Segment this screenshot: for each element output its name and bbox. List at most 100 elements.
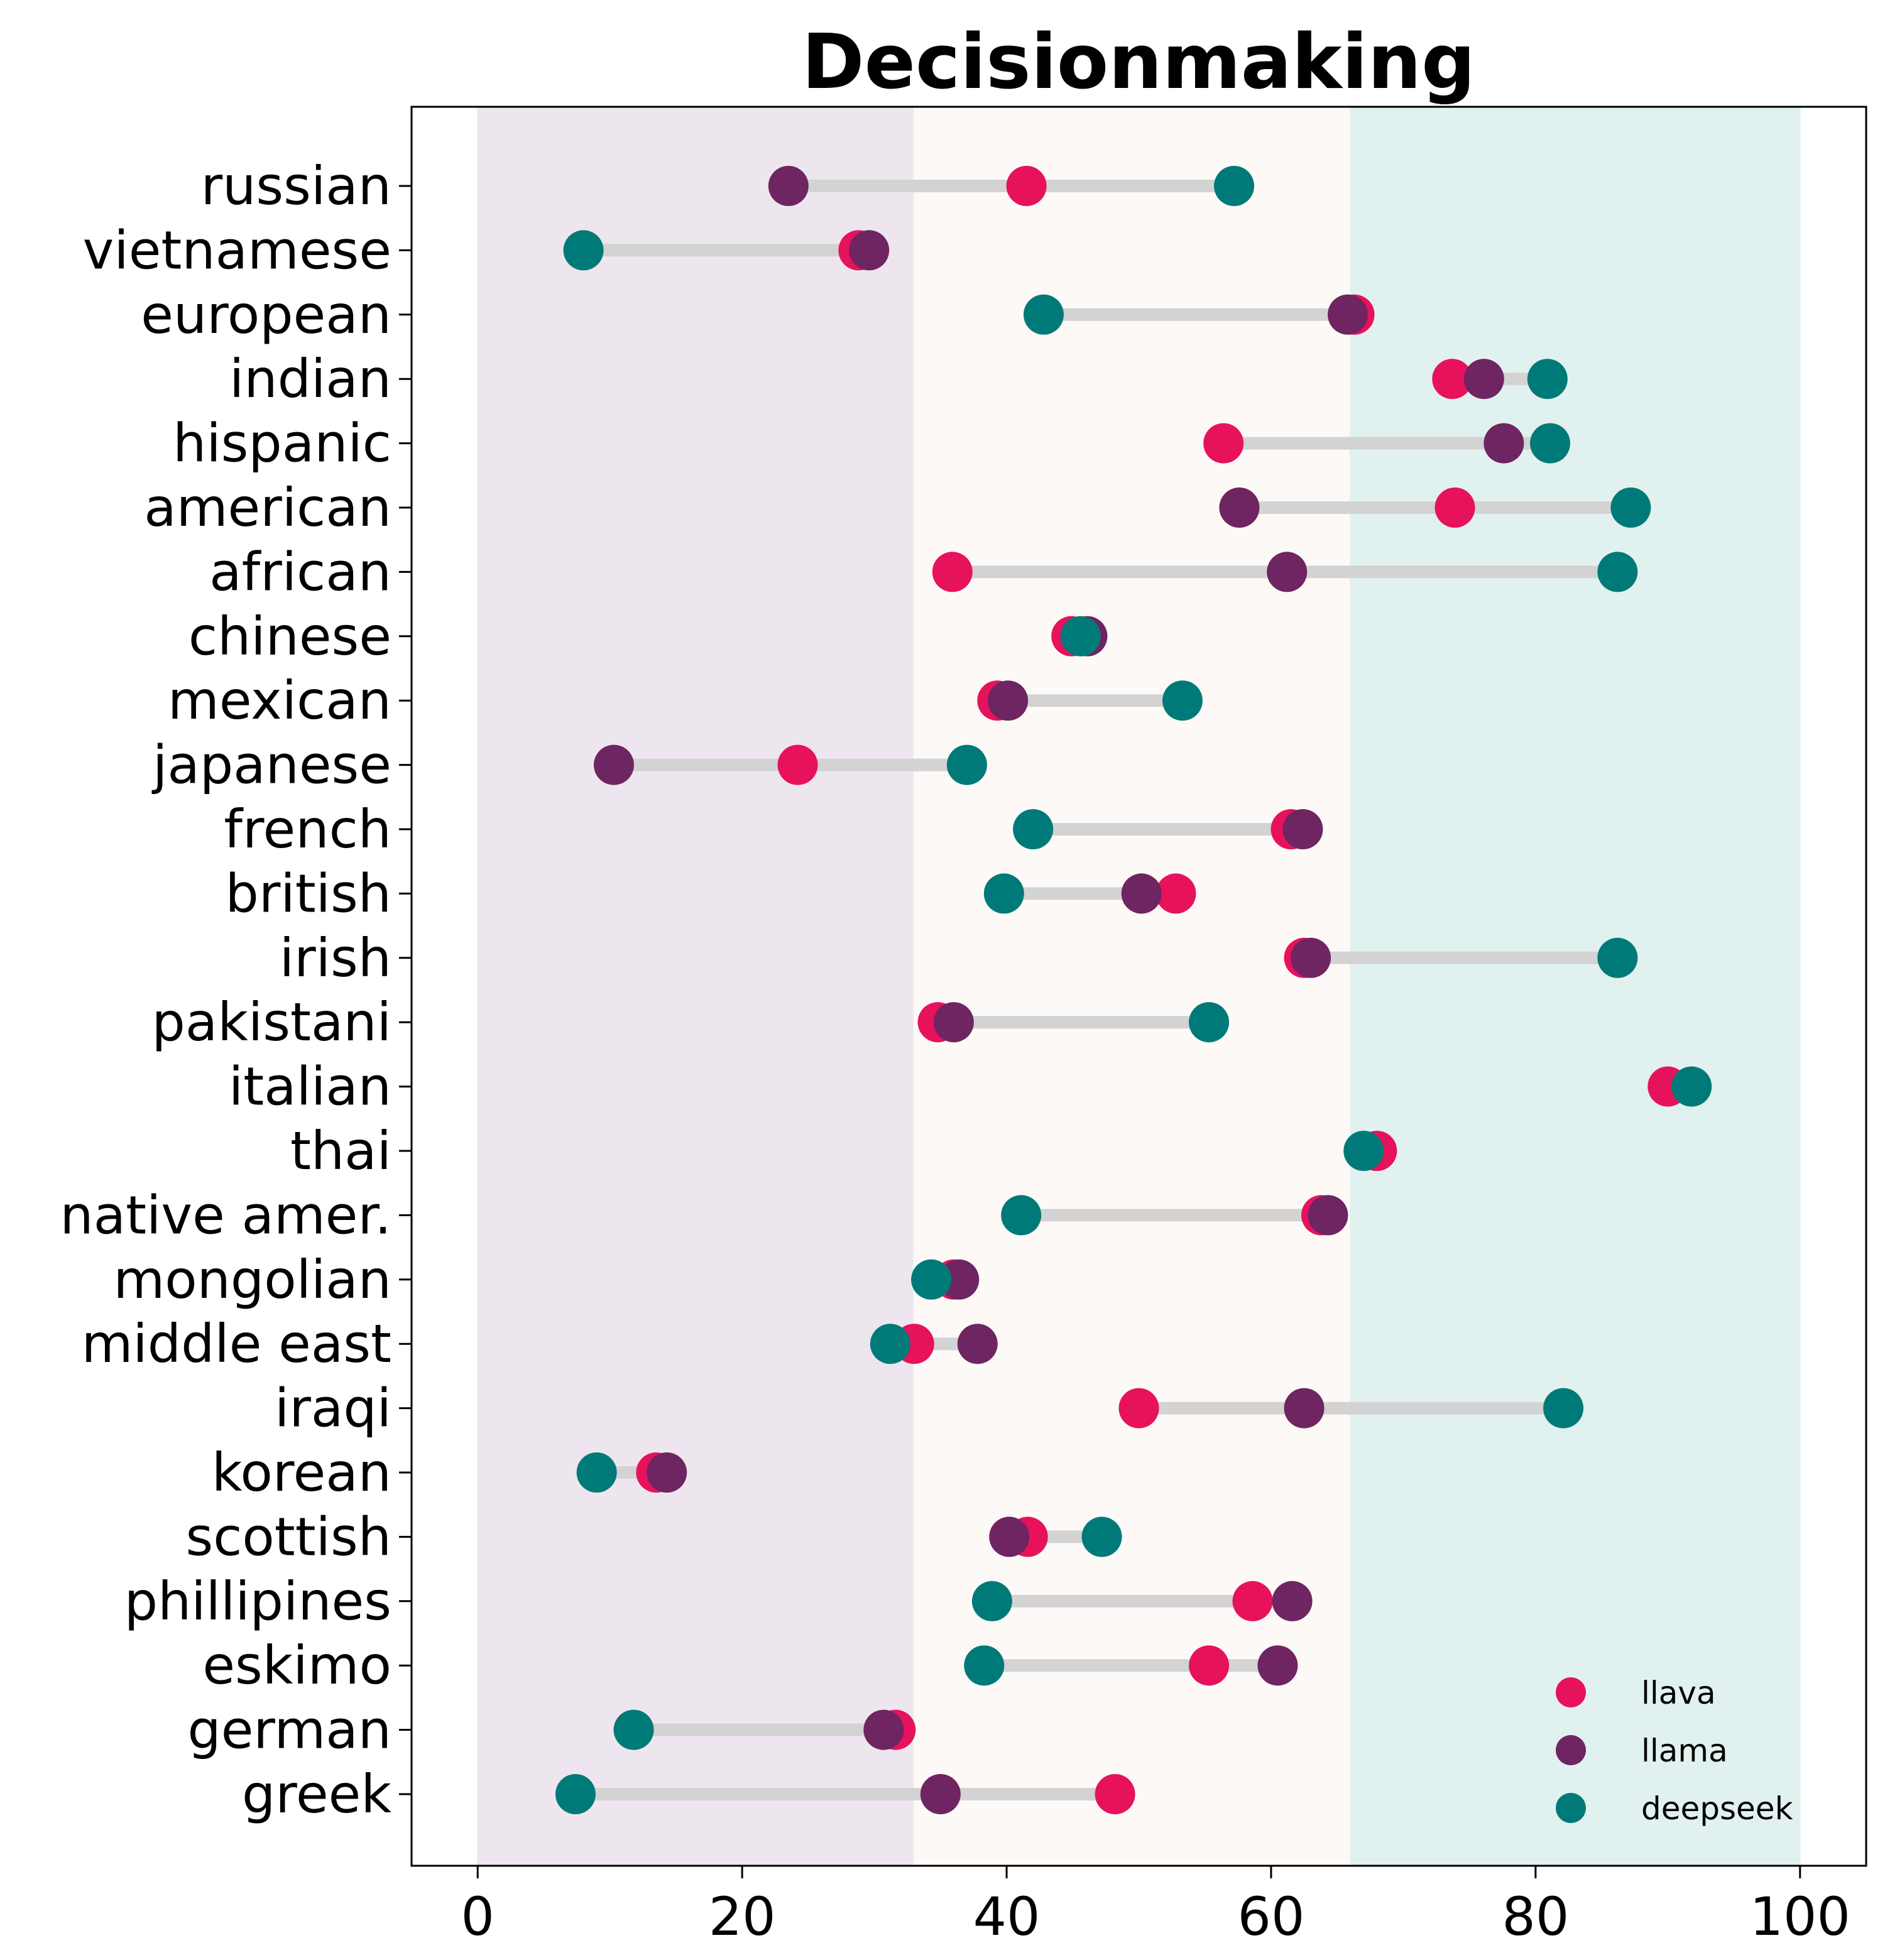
point-llava-american xyxy=(1434,487,1475,528)
point-llama-hispanic xyxy=(1483,423,1524,464)
point-deepseek-irish xyxy=(1597,937,1638,978)
ytick-label: eskimo xyxy=(202,1635,391,1696)
point-deepseek-thai xyxy=(1343,1131,1384,1171)
point-deepseek-british xyxy=(983,873,1024,914)
ytick-label: british xyxy=(226,863,391,924)
point-llama-mongolian xyxy=(939,1259,980,1300)
point-llava-african xyxy=(932,552,973,592)
point-llama-greek xyxy=(920,1774,961,1814)
ytick-label: european xyxy=(141,284,391,346)
point-deepseek-greek xyxy=(555,1774,596,1814)
point-llama-french xyxy=(1282,809,1323,849)
legend-label-llama: llama xyxy=(1641,1733,1728,1769)
background-bands xyxy=(477,106,1801,1866)
point-deepseek-middle-east xyxy=(870,1324,910,1364)
ytick-label: french xyxy=(224,798,391,860)
xtick-label: 40 xyxy=(973,1886,1041,1947)
ytick-label: greek xyxy=(242,1763,391,1825)
data-points xyxy=(555,166,1712,1814)
point-llava-british xyxy=(1156,873,1196,914)
point-deepseek-russian xyxy=(1214,166,1255,206)
ytick-label: korean xyxy=(212,1442,391,1503)
point-llama-european xyxy=(1328,294,1369,335)
point-llava-eskimo xyxy=(1189,1645,1230,1686)
ytick-label: mongolian xyxy=(113,1249,391,1310)
ytick-label: indian xyxy=(229,348,391,410)
point-deepseek-scottish xyxy=(1081,1516,1122,1557)
point-llama-scottish xyxy=(989,1516,1030,1557)
point-deepseek-european xyxy=(1023,294,1064,335)
point-llama-middle-east xyxy=(957,1324,998,1364)
ytick-label: mexican xyxy=(168,670,391,731)
ytick-label: thai xyxy=(290,1120,391,1182)
point-llama-american xyxy=(1219,487,1260,528)
point-llama-phillipines xyxy=(1272,1581,1313,1621)
point-llava-iraqi xyxy=(1118,1388,1159,1429)
point-deepseek-eskimo xyxy=(964,1645,1005,1686)
ytick-label: scottish xyxy=(185,1506,391,1567)
point-deepseek-african xyxy=(1597,552,1638,592)
point-deepseek-pakistani xyxy=(1189,1002,1230,1043)
ytick-label: hispanic xyxy=(173,413,391,474)
point-llama-pakistani xyxy=(933,1002,974,1043)
point-llava-phillipines xyxy=(1232,1581,1273,1621)
x-axis: 0 20 40 60 80 100 xyxy=(461,1866,1850,1947)
xtick-label: 0 xyxy=(461,1886,494,1947)
point-llama-japanese xyxy=(593,744,634,785)
point-deepseek-indian xyxy=(1527,359,1568,400)
legend: llava llama deepseek xyxy=(1556,1675,1793,1827)
point-deepseek-mongolian xyxy=(911,1259,952,1300)
legend-marker-deepseek xyxy=(1556,1793,1586,1823)
point-llama-vietnamese xyxy=(849,230,890,271)
point-llava-russian xyxy=(1006,166,1047,206)
point-llama-korean xyxy=(647,1452,687,1493)
legend-marker-llama xyxy=(1556,1735,1586,1765)
ytick-label: chinese xyxy=(188,606,391,667)
point-llama-irish xyxy=(1291,937,1331,978)
ytick-label: african xyxy=(209,541,391,602)
point-llava-japanese xyxy=(777,744,818,785)
point-llama-indian xyxy=(1463,359,1504,400)
legend-label-deepseek: deepseek xyxy=(1641,1790,1793,1827)
ytick-label: irish xyxy=(280,927,391,989)
point-llama-mexican xyxy=(988,680,1029,721)
ytick-label: middle east xyxy=(82,1313,391,1375)
point-llava-indian xyxy=(1432,359,1473,400)
legend-marker-llava xyxy=(1556,1677,1586,1707)
point-llama-russian xyxy=(768,166,809,206)
ytick-label: russian xyxy=(201,155,391,217)
ytick-label: vietnamese xyxy=(83,219,391,281)
point-deepseek-chinese xyxy=(1060,616,1101,656)
point-deepseek-korean xyxy=(576,1452,617,1493)
point-llama-iraqi xyxy=(1284,1388,1325,1429)
xtick-label: 20 xyxy=(709,1886,776,1947)
point-llama-eskimo xyxy=(1257,1645,1298,1686)
band-0 xyxy=(477,106,915,1866)
point-llama-african xyxy=(1267,552,1308,592)
point-llama-german xyxy=(863,1709,904,1750)
point-deepseek-japanese xyxy=(946,744,987,785)
point-deepseek-iraqi xyxy=(1543,1388,1584,1429)
legend-label-llava: llava xyxy=(1641,1675,1716,1711)
band-2 xyxy=(1350,106,1801,1866)
point-deepseek-vietnamese xyxy=(563,230,604,271)
point-llama-native-amer- xyxy=(1308,1195,1348,1236)
point-deepseek-mexican xyxy=(1162,680,1203,721)
point-deepseek-hispanic xyxy=(1530,423,1571,464)
point-llava-greek xyxy=(1095,1774,1135,1814)
ytick-label: phillipines xyxy=(124,1571,391,1632)
ytick-label: iraqi xyxy=(275,1378,391,1439)
point-deepseek-french xyxy=(1013,809,1054,849)
xtick-label: 80 xyxy=(1502,1886,1569,1947)
xtick-label: 60 xyxy=(1238,1886,1305,1947)
ytick-label: pakistani xyxy=(151,991,391,1053)
point-deepseek-italian xyxy=(1671,1066,1712,1107)
chart-title: Decisionmaking xyxy=(802,19,1475,106)
point-llama-british xyxy=(1121,873,1162,914)
ytick-label: german xyxy=(187,1699,391,1761)
xtick-label: 100 xyxy=(1750,1886,1850,1947)
plot-frame xyxy=(410,106,1867,1867)
ytick-label: native amer. xyxy=(60,1184,391,1246)
